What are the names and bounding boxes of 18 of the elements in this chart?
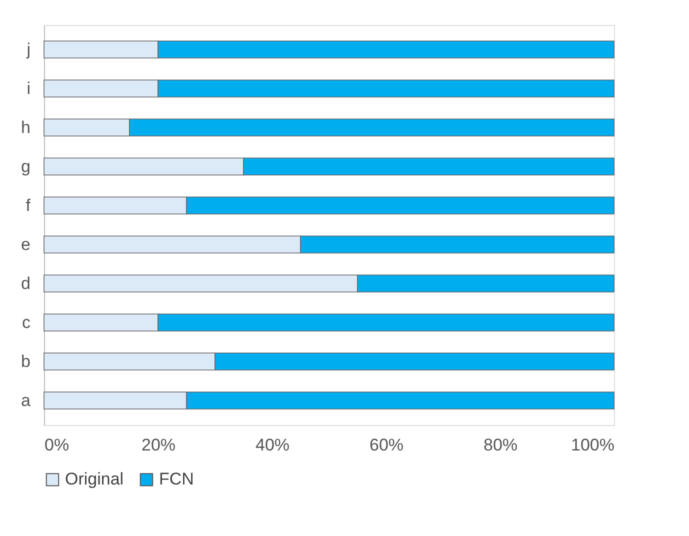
y-tick-label: e [21,235,30,254]
y-tick-label: d [21,274,30,293]
y-tick-label: c [22,313,31,332]
y-tick-label: j [26,40,30,59]
x-tick-label: 40% [255,436,290,454]
y-tick-label: b [21,352,30,371]
x-tick-label: 0% [44,436,70,454]
y-tick-label: a [21,391,32,410]
x-tick-label: 60% [369,436,404,454]
legend-label: FCN [159,470,194,489]
y-tick-label: g [21,157,30,176]
y-tick-label: f [26,196,31,215]
y-tick-label: h [21,118,30,137]
legend-label: Original [65,470,124,489]
x-tick-label: 20% [141,436,176,454]
y-tick-label: i [26,79,30,98]
x-tick-label: 100% [571,436,614,454]
x-tick-label: 80% [483,436,518,454]
